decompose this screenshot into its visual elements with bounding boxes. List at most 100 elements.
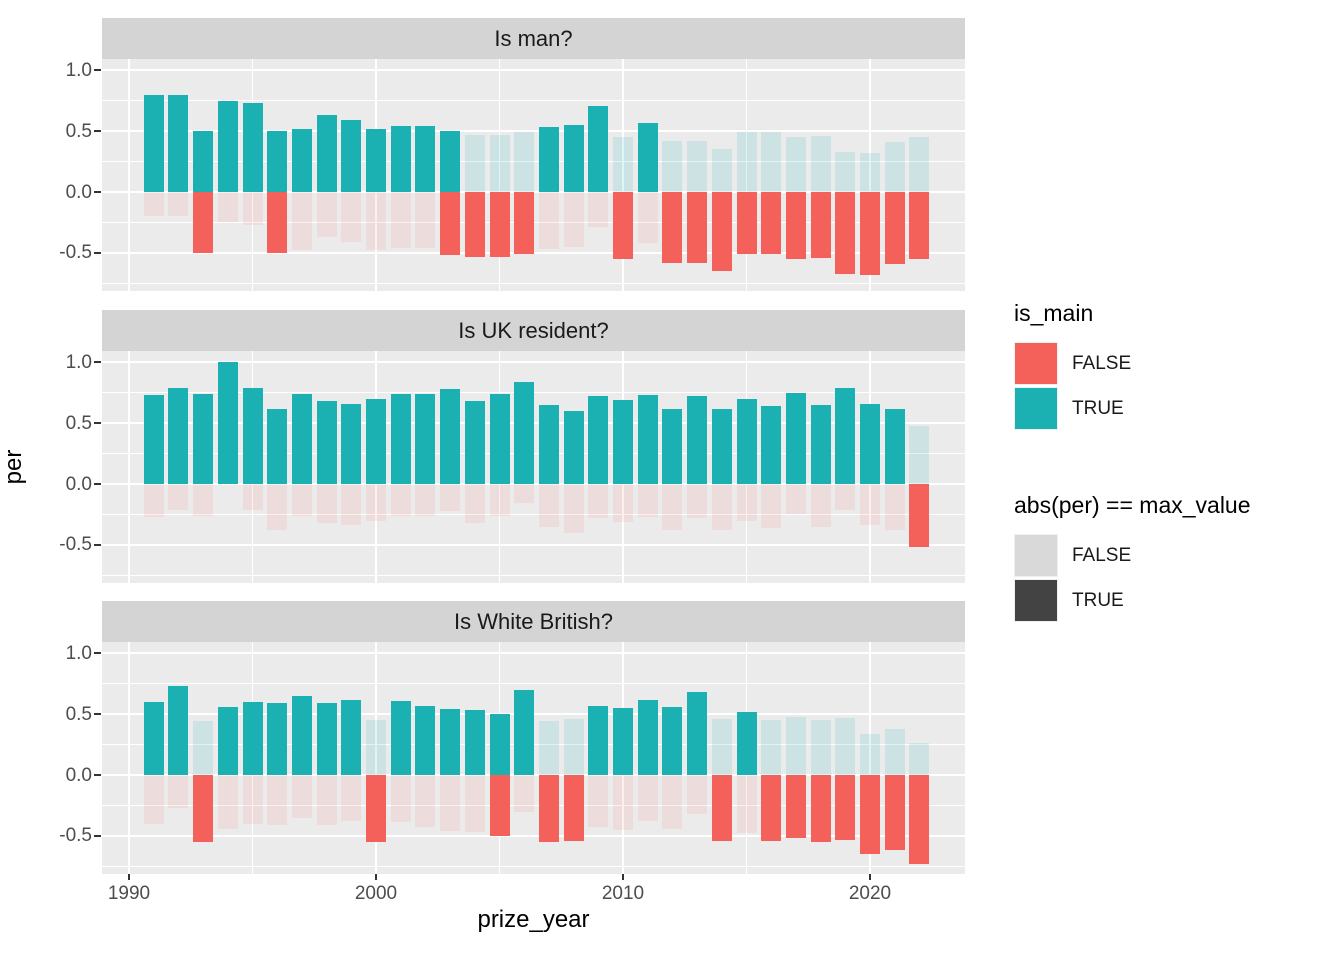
bar-false-2006 <box>514 484 535 504</box>
bar-false-1993 <box>193 775 214 842</box>
gridline-minor-v <box>499 59 500 291</box>
bar-true-1992 <box>168 387 189 484</box>
y-tick-label: -0.5 <box>59 825 92 847</box>
y-tick-mark <box>94 69 101 72</box>
bar-false-1998 <box>316 775 337 825</box>
bar-false-1993 <box>193 484 214 516</box>
bar-true-2018 <box>810 720 831 775</box>
bar-false-1997 <box>291 775 312 818</box>
bar-true-2000 <box>366 128 386 192</box>
bar-true-2013 <box>687 396 708 484</box>
x-tick-label: 2020 <box>848 883 892 904</box>
bar-false-2022 <box>909 192 930 259</box>
y-tick-mark <box>94 130 101 133</box>
bar-false-2017 <box>785 484 806 515</box>
y-tick-label: 0.0 <box>65 764 92 786</box>
bar-false-1996 <box>267 192 288 253</box>
bar-true-2004 <box>464 710 485 775</box>
gridline-major-h <box>102 69 965 72</box>
bar-true-1991 <box>143 395 164 484</box>
gridline-major-h <box>102 130 965 133</box>
bar-false-2011 <box>637 775 658 822</box>
y-tick-mark <box>94 652 101 655</box>
bar-false-2007 <box>538 775 559 842</box>
bar-true-1996 <box>267 131 288 192</box>
legend-swatch-true <box>1014 387 1058 430</box>
bar-true-2015 <box>736 711 757 775</box>
bar-false-2010 <box>613 192 633 259</box>
bar-false-2009 <box>588 484 609 519</box>
y-tick-label: 0.5 <box>65 412 92 434</box>
bar-false-2011 <box>637 192 658 244</box>
bar-false-2020 <box>860 775 880 855</box>
legend-item-false: FALSE <box>1014 341 1131 386</box>
bar-true-1992 <box>168 94 189 192</box>
bar-false-1999 <box>341 484 362 526</box>
y-tick-mark <box>94 713 101 716</box>
bar-true-1999 <box>341 120 362 192</box>
bar-false-2001 <box>390 484 411 516</box>
y-tick-label: 0.0 <box>65 181 92 203</box>
gridline-major-v <box>375 642 377 874</box>
gridline-minor-h <box>102 282 965 284</box>
bar-true-2011 <box>637 699 658 775</box>
bar-false-2005 <box>489 192 510 257</box>
bar-true-2007 <box>538 721 559 775</box>
x-tick-mark <box>869 874 871 880</box>
bar-true-1992 <box>168 686 189 775</box>
bar-true-2003 <box>440 131 461 192</box>
bar-true-2017 <box>785 392 806 484</box>
y-tick-mark <box>94 543 101 546</box>
y-tick-mark <box>94 834 101 837</box>
legend-label: FALSE <box>1072 544 1132 566</box>
bar-false-2012 <box>662 775 683 829</box>
y-tick-label: 0.0 <box>65 473 92 495</box>
y-tick-label: 1.0 <box>65 351 92 373</box>
legend-is-main: is_main FALSE TRUE <box>1014 300 1131 431</box>
bar-true-2008 <box>563 719 584 775</box>
bar-false-2021 <box>884 192 905 264</box>
bar-false-2011 <box>637 484 658 517</box>
gridline-major-v <box>869 59 871 291</box>
bar-false-2019 <box>835 775 856 840</box>
bar-false-2002 <box>415 192 436 248</box>
bar-true-1998 <box>316 115 337 192</box>
bar-false-2008 <box>563 775 584 841</box>
bar-false-2016 <box>761 192 782 255</box>
gridline-minor-h <box>102 804 965 806</box>
y-tick-mark <box>94 191 101 193</box>
bar-false-2004 <box>464 775 485 833</box>
bar-true-2014 <box>711 719 732 775</box>
bar-true-2019 <box>835 387 856 484</box>
bar-true-1999 <box>341 699 362 775</box>
legend-item-true: TRUE <box>1014 386 1131 431</box>
bar-true-2003 <box>440 709 461 775</box>
gridline-major-v <box>622 59 624 291</box>
bar-false-2012 <box>662 192 683 263</box>
bar-false-1992 <box>168 775 189 808</box>
gridline-minor-h <box>102 513 965 515</box>
gridline-major-h <box>102 834 965 837</box>
facet-strip-label: Is UK resident? <box>458 317 609 343</box>
bar-false-2015 <box>736 192 757 255</box>
legend-item-false: FALSE <box>1014 533 1251 578</box>
bar-true-2015 <box>736 398 757 484</box>
y-tick-label: -0.5 <box>59 534 92 556</box>
bar-false-2009 <box>588 775 609 828</box>
bar-false-2003 <box>440 484 461 511</box>
bar-true-2009 <box>588 396 609 484</box>
bar-true-2003 <box>440 389 461 484</box>
bar-false-2019 <box>835 484 856 510</box>
bar-false-2021 <box>884 775 905 851</box>
bar-false-1991 <box>143 192 164 217</box>
bar-false-1993 <box>193 192 214 253</box>
bar-false-1997 <box>291 484 312 516</box>
facet-strip-is-white-british: Is White British? <box>102 601 965 642</box>
bar-false-2022 <box>909 775 930 864</box>
bar-false-2016 <box>761 484 782 528</box>
bar-false-2005 <box>489 775 510 836</box>
legend-swatch-true <box>1014 579 1058 622</box>
bar-true-2006 <box>514 132 535 192</box>
gridline-major-v <box>128 351 130 583</box>
bar-false-1994 <box>217 775 238 829</box>
